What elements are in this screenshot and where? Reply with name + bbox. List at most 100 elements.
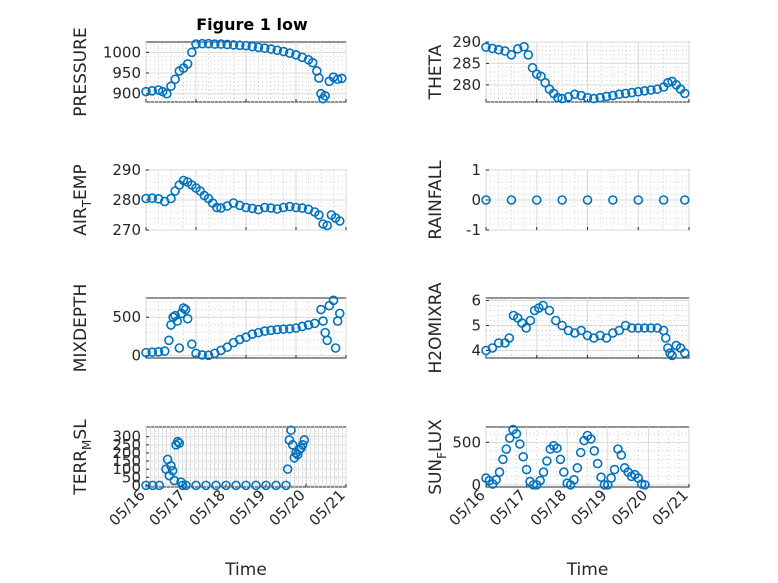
x-tick-label: 05/20: [608, 486, 651, 529]
x-tick-label: 05/19: [567, 486, 610, 529]
data-point: [201, 480, 211, 491]
y-tick-label: 0: [471, 191, 481, 209]
data-point: [271, 480, 281, 491]
data-point: [589, 446, 600, 456]
data-point: [332, 74, 343, 85]
data-point: [572, 463, 583, 473]
y-tick-label: 6: [471, 292, 481, 310]
data-point: [608, 195, 618, 205]
data-point: [182, 313, 193, 324]
data-point: [506, 195, 517, 205]
data-point: [511, 429, 522, 439]
data-point: [318, 219, 328, 229]
data-point: [663, 77, 673, 88]
data-point: [616, 450, 627, 460]
data-point: [284, 323, 295, 334]
data-point: [286, 425, 296, 436]
y-tick-label: 500: [452, 433, 481, 451]
y-tick-label: 100: [112, 460, 141, 478]
data-point: [633, 86, 644, 97]
data-point: [665, 348, 675, 358]
data-point: [181, 480, 191, 491]
y-axis-title: RAINFALL: [426, 160, 446, 240]
data-point: [334, 216, 345, 226]
y-axis-title: SUNFLUX: [426, 419, 449, 495]
data-point: [167, 465, 178, 476]
data-point: [234, 40, 245, 51]
data-point: [266, 203, 276, 213]
y-tick-label: 50: [122, 468, 141, 486]
data-point: [337, 73, 347, 84]
y-tick-label: 290: [452, 33, 481, 51]
x-tick-label: 05/16: [106, 486, 149, 529]
data-point: [191, 348, 201, 359]
data-point: [153, 347, 164, 357]
data-point: [316, 304, 326, 315]
data-point: [253, 204, 264, 215]
data-point: [559, 467, 569, 477]
data-point: [299, 435, 310, 445]
data-point: [627, 87, 637, 98]
data-point: [284, 201, 295, 212]
data-point: [141, 193, 151, 204]
data-point: [639, 323, 650, 333]
data-point: [557, 320, 567, 331]
data-point: [253, 42, 264, 53]
data-point: [287, 440, 298, 450]
data-point: [487, 343, 498, 353]
y-tick-label: 1000: [103, 43, 141, 61]
subplot-5: 0 500 MIXDEPTH: [71, 284, 347, 373]
data-point: [633, 195, 644, 205]
data-point: [216, 39, 226, 49]
data-point: [614, 89, 625, 100]
data-point: [222, 342, 233, 353]
y-tick-label: 290: [112, 161, 141, 179]
data-point: [519, 41, 529, 52]
data-point: [531, 195, 542, 205]
data-point: [606, 473, 616, 483]
y-tick-label: -1: [466, 221, 481, 239]
data-point: [278, 202, 289, 213]
data-point: [493, 338, 504, 348]
data-point: [601, 91, 612, 102]
data-point: [234, 334, 245, 345]
data-point: [177, 480, 188, 491]
data-point: [166, 193, 176, 204]
subplot-4: -1 0 1 RAINFALL: [426, 160, 690, 240]
data-point: [266, 44, 276, 54]
x-tick-label: 05/18: [186, 486, 229, 529]
data-point: [521, 464, 532, 475]
data-point: [481, 195, 491, 205]
data-point: [640, 480, 650, 490]
data-point: [297, 203, 308, 213]
data-point: [586, 434, 596, 444]
data-point: [162, 88, 172, 99]
data-point: [309, 318, 320, 329]
data-point: [174, 438, 185, 449]
data-point: [582, 195, 593, 205]
data-point: [191, 39, 201, 49]
data-point: [512, 44, 523, 54]
data-point: [221, 480, 231, 491]
data-point: [147, 86, 158, 96]
data-point: [174, 343, 185, 353]
data-point: [515, 439, 525, 449]
data-point: [646, 85, 656, 95]
data-point: [172, 436, 183, 447]
data-point: [504, 333, 515, 343]
data-point: [525, 315, 536, 326]
data-point: [318, 316, 328, 326]
data-point: [553, 92, 563, 103]
data-point: [291, 50, 301, 60]
subplot-1: 900 950 1000 PRESSURE: [71, 27, 347, 117]
data-point: [569, 474, 579, 485]
data-point: [518, 451, 529, 462]
data-point: [259, 43, 270, 54]
subplot-2: 280 285 290 THETA: [426, 33, 690, 104]
data-point: [601, 333, 612, 343]
data-point: [552, 443, 562, 454]
data-point: [187, 47, 197, 58]
y-axis-title: MIXDEPTH: [71, 284, 91, 373]
figure-title: Figure 1 low: [196, 15, 308, 34]
data-point: [147, 480, 158, 491]
